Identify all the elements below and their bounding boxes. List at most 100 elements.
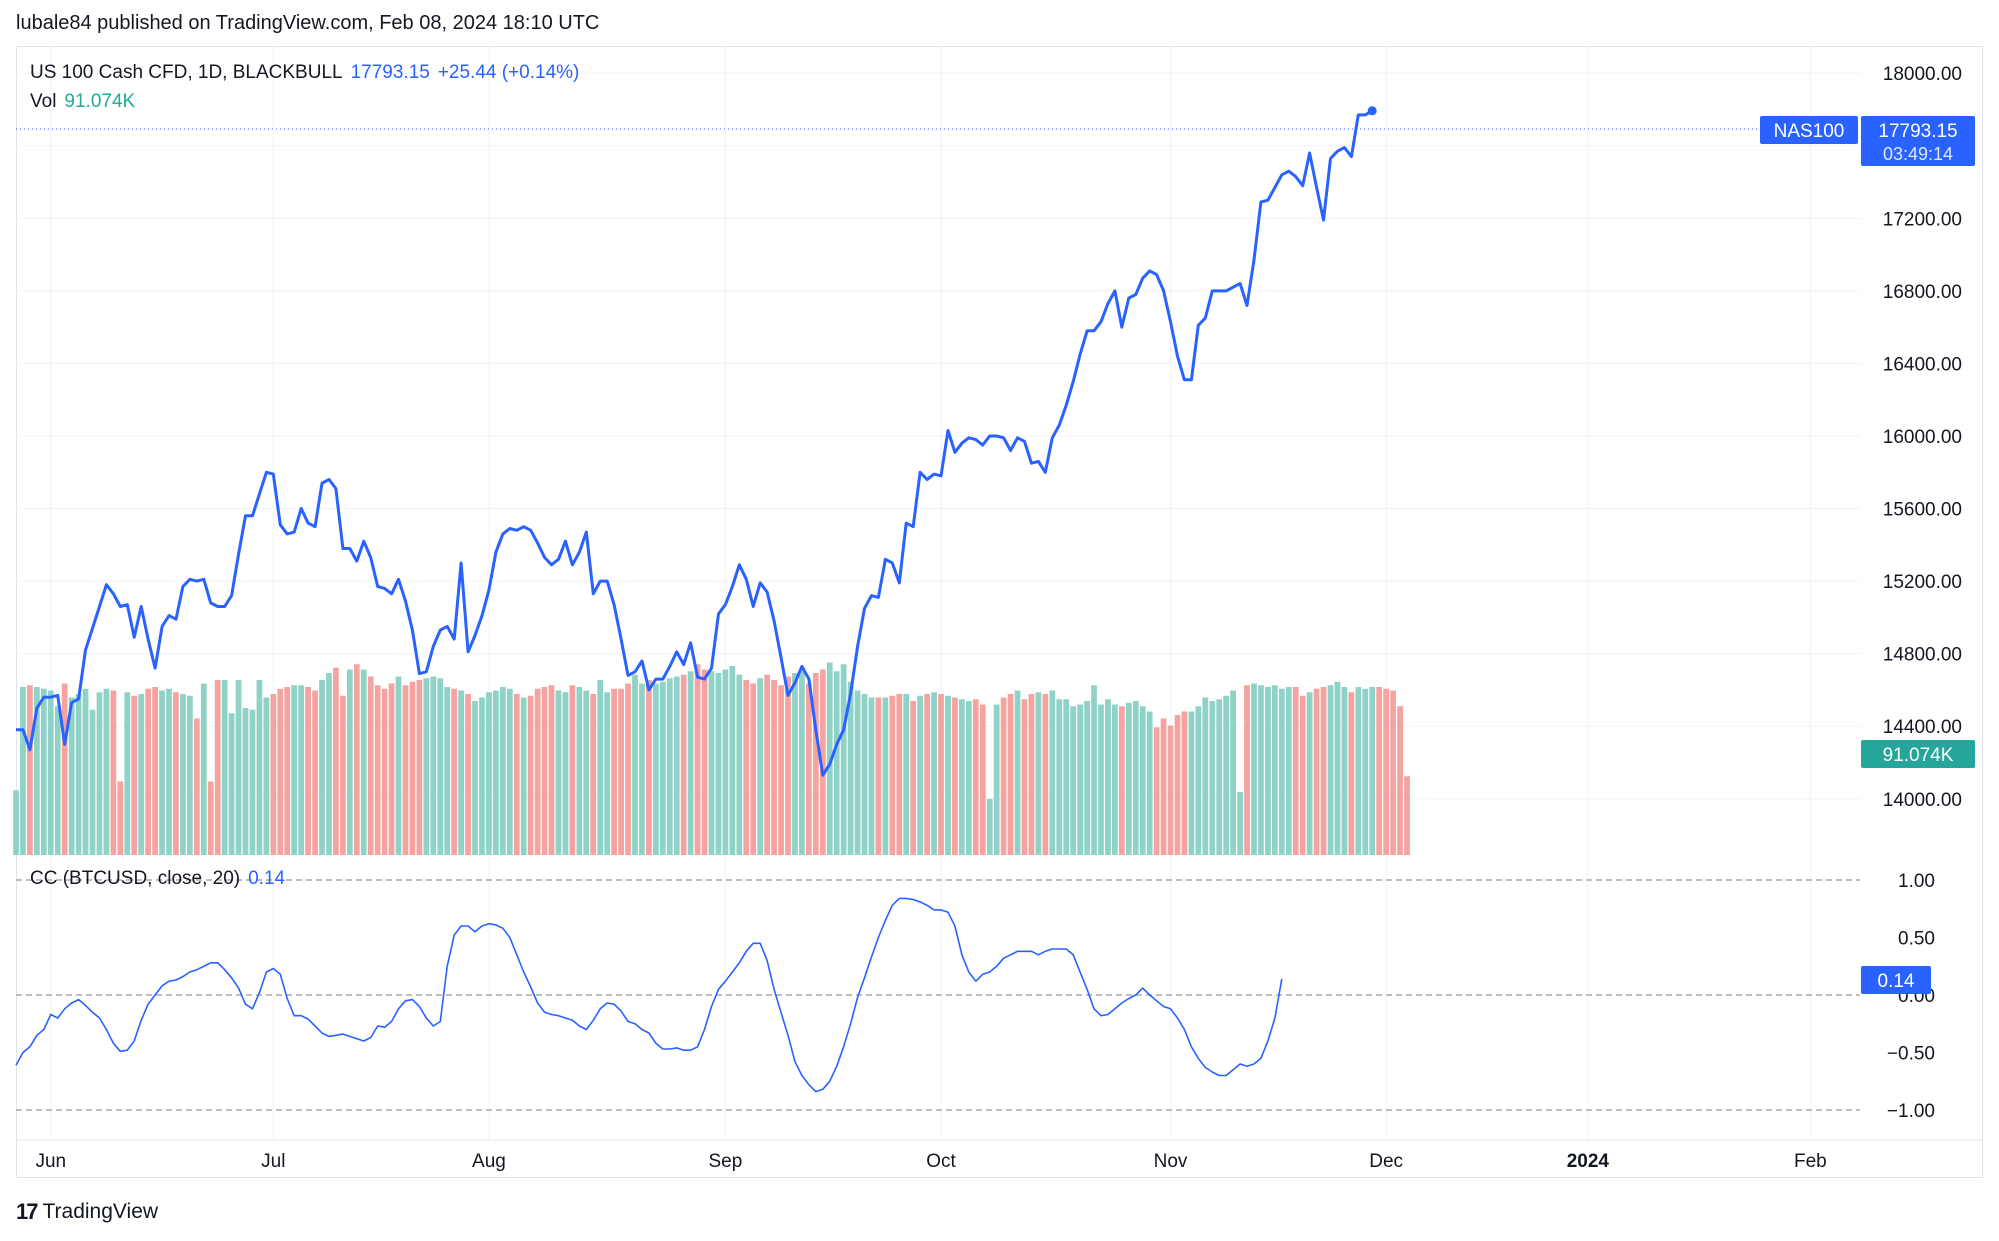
volume-bar <box>799 671 805 855</box>
time-axis-label: 2024 <box>1567 1151 1610 1172</box>
volume-bar <box>138 694 145 855</box>
volume-bar <box>952 697 958 855</box>
volume-bar <box>298 685 305 855</box>
volume-legend[interactable]: Vol 91.074K <box>30 91 135 113</box>
volume-bar <box>541 687 548 855</box>
volume-bar <box>1348 692 1355 855</box>
cc-legend[interactable]: CC (BTCUSD, close, 20) 0.14 <box>30 868 285 890</box>
volume-bar <box>1049 690 1056 855</box>
publish-info: lubale84 published on TradingView.com, F… <box>16 12 600 34</box>
volume-bar <box>1299 695 1306 855</box>
cc-axis[interactable]: 1.000.500.00−0.50−1.00 <box>1887 871 1935 1122</box>
volume-bar <box>493 690 499 855</box>
volume-bar <box>979 704 986 855</box>
volume-bar <box>409 681 416 855</box>
volume-bar <box>1237 792 1243 855</box>
volume-bar <box>228 713 235 855</box>
volume-bar <box>1063 699 1070 855</box>
volume-bar <box>1084 701 1090 855</box>
volume-bar <box>1021 699 1028 855</box>
volume-bar <box>479 697 485 855</box>
volume-bar <box>326 673 332 855</box>
volume-bar <box>701 669 708 855</box>
volume-bar <box>1132 701 1139 855</box>
time-axis[interactable]: JunJulAugSepOctNovDec2024FebMar <box>35 1151 1999 1172</box>
time-axis-label: Jun <box>35 1151 66 1172</box>
volume-bar <box>1035 692 1042 855</box>
price-axis-label: 16000.00 <box>1883 427 1962 448</box>
volume-bar <box>861 694 868 855</box>
price-axis-label: 14800.00 <box>1883 645 1962 666</box>
volume-bar <box>319 680 325 855</box>
volume-bar <box>666 678 673 855</box>
volume-bar <box>778 685 784 855</box>
volume-bar <box>729 666 736 855</box>
price-axis-label: 14000.00 <box>1883 790 1962 811</box>
price-axis[interactable]: 18000.0017600.0017200.0016800.0016400.00… <box>1883 64 1962 811</box>
volume-bar <box>611 688 618 855</box>
volume-bar <box>917 695 924 855</box>
volume-bar <box>61 683 68 855</box>
cc-axis-label: −0.50 <box>1887 1044 1935 1065</box>
volume-bar <box>1355 687 1362 855</box>
price-axis-label: 15200.00 <box>1883 572 1962 593</box>
volume-bar <box>771 680 777 855</box>
time-axis-label: Sep <box>709 1151 743 1172</box>
tradingview-brand[interactable]: 17 TradingView <box>16 1199 158 1225</box>
price-line <box>16 109 1373 777</box>
volume-bar <box>402 685 409 855</box>
volume-bar <box>1195 706 1202 855</box>
volume-bar <box>965 701 972 855</box>
volume-bar <box>1334 681 1341 855</box>
volume-bar <box>1327 685 1334 855</box>
volume-bar <box>430 676 437 855</box>
volume-bar <box>40 688 47 855</box>
volume-bar <box>785 676 791 855</box>
volume-bar <box>659 681 666 855</box>
volume-bar <box>291 685 298 855</box>
volume-bar <box>305 687 311 855</box>
volume-bar <box>903 694 910 855</box>
volume-bar <box>166 688 172 855</box>
volume-bar <box>437 678 444 855</box>
volume-bar <box>159 690 165 855</box>
volume-legend-value: 91.074K <box>64 91 136 112</box>
volume-bar <box>687 671 694 855</box>
volume-bar <box>959 699 965 855</box>
volume-bar <box>381 688 388 855</box>
time-axis-label: Nov <box>1154 1151 1188 1172</box>
volume-bar <box>805 683 812 855</box>
volume-bar <box>792 673 798 855</box>
symbol-legend[interactable]: US 100 Cash CFD, 1D, BLACKBULL 17793.15 +2… <box>30 62 579 84</box>
volume-bar <box>1091 685 1097 855</box>
volume-bar <box>882 697 889 855</box>
volume-bar <box>117 781 124 855</box>
volume-bar <box>1174 715 1181 855</box>
volume-bar <box>20 687 26 855</box>
volume-bar <box>1181 711 1188 855</box>
volume-bar <box>1167 725 1174 855</box>
volume-bar <box>1160 718 1167 855</box>
volume-bar <box>840 664 847 855</box>
price-axis-label: 17200.00 <box>1883 209 1962 230</box>
cc-legend-label: CC (BTCUSD, close, 20) <box>30 868 241 889</box>
volume-bar <box>708 671 715 855</box>
volume-bar <box>193 718 200 855</box>
volume-bar <box>618 688 624 855</box>
volume-bar <box>632 674 638 855</box>
volume-bars <box>13 662 1410 855</box>
chart-frame <box>16 46 1983 1178</box>
volume-bar <box>722 669 729 855</box>
volume-bar <box>1251 683 1257 855</box>
volume-bar <box>444 687 451 855</box>
cc-tag-value: 0.14 <box>1878 971 1915 992</box>
volume-bar <box>1285 687 1292 855</box>
volume-bar <box>931 692 937 855</box>
volume-bar <box>1223 695 1230 855</box>
volume-bar <box>1153 727 1160 855</box>
volume-bar <box>875 697 882 855</box>
cc-axis-label: −1.00 <box>1887 1101 1935 1122</box>
cc-series <box>15 897 1283 1093</box>
volume-bar <box>124 692 131 855</box>
